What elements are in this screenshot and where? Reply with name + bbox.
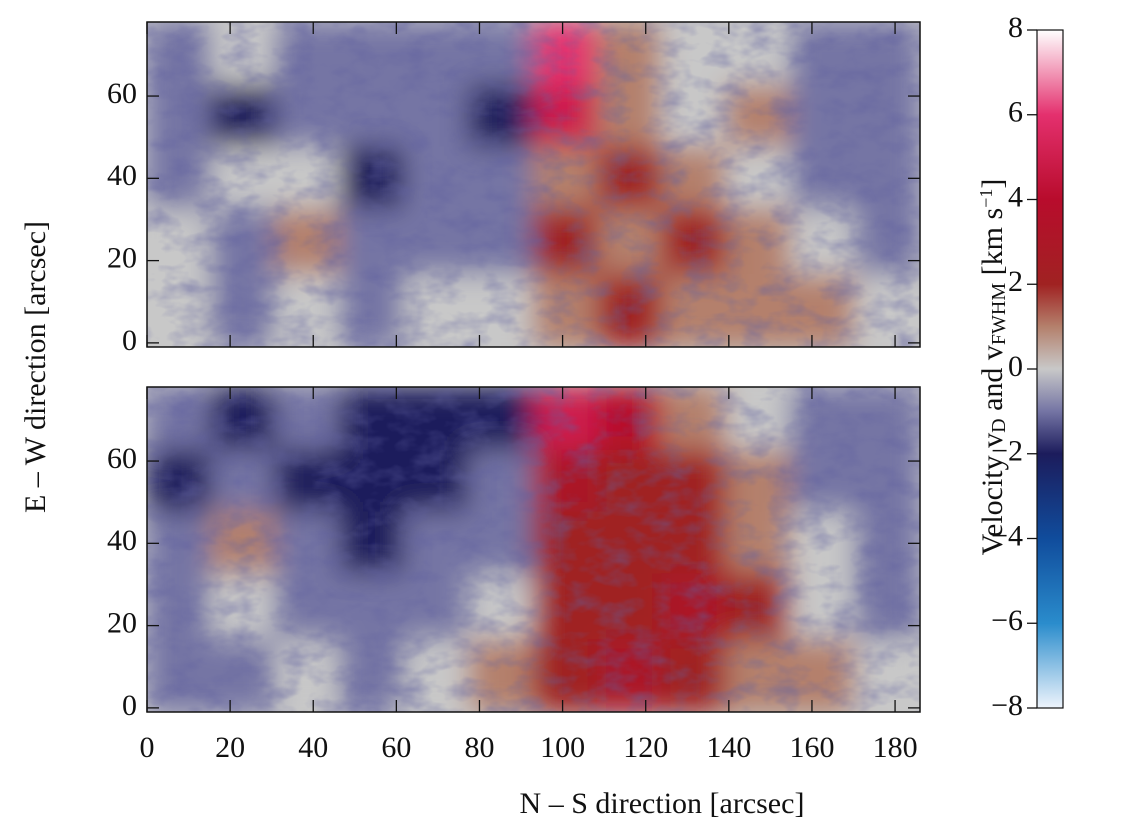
colorbar-tick-label: 0 bbox=[1008, 350, 1023, 383]
heatmap-panel bbox=[146, 386, 921, 713]
y-tick-label: 40 bbox=[107, 524, 137, 557]
colorbar-label-part: ] bbox=[976, 179, 1009, 189]
colorbar-label-part: Velocity v bbox=[976, 433, 1009, 555]
x-axis-label: N – S direction [arcsec] bbox=[520, 787, 805, 820]
y-tick-label: 0 bbox=[122, 689, 137, 722]
colorbar-label: Velocity vD and vFWHM [km s−1] bbox=[976, 179, 1010, 556]
colorbar-tick-label: 8 bbox=[1008, 11, 1023, 44]
colorbar-label-part: FWHM bbox=[988, 283, 1010, 345]
colorbar-label-part: and v bbox=[976, 345, 1009, 418]
y-tick-label: 0 bbox=[122, 324, 137, 357]
colorbar-tick-label: −8 bbox=[991, 689, 1023, 722]
colorbar-label-part: −1 bbox=[976, 189, 996, 208]
colorbar-tick-label: −6 bbox=[991, 604, 1023, 637]
colorbar-tick-label: 4 bbox=[1008, 180, 1023, 213]
heatmap-panel bbox=[146, 21, 921, 348]
colorbar-label-part: [km s bbox=[976, 208, 1009, 283]
y-tick-label: 40 bbox=[107, 159, 137, 192]
x-tick-label: 140 bbox=[706, 731, 751, 764]
y-tick-label: 60 bbox=[107, 442, 137, 475]
colorbar-label-part: D bbox=[988, 418, 1010, 432]
y-tick-label: 20 bbox=[107, 606, 137, 639]
colorbar-tick-label: 6 bbox=[1008, 96, 1023, 129]
x-tick-label: 20 bbox=[215, 731, 245, 764]
x-tick-label: 40 bbox=[298, 731, 328, 764]
y-tick-label: 20 bbox=[107, 241, 137, 274]
texture bbox=[147, 22, 920, 347]
y-tick-label: 60 bbox=[107, 77, 137, 110]
x-tick-label: 100 bbox=[540, 731, 585, 764]
colorbar bbox=[1037, 30, 1063, 708]
texture bbox=[147, 387, 920, 712]
x-tick-label: 60 bbox=[381, 731, 411, 764]
x-tick-label: 0 bbox=[140, 731, 155, 764]
colorbar-tick-label: 2 bbox=[1008, 265, 1023, 298]
x-tick-label: 160 bbox=[789, 731, 834, 764]
x-tick-label: 120 bbox=[623, 731, 668, 764]
x-tick-label: 80 bbox=[464, 731, 494, 764]
y-axis-label: E – W direction [arcsec] bbox=[19, 221, 52, 513]
x-tick-label: 180 bbox=[873, 731, 918, 764]
